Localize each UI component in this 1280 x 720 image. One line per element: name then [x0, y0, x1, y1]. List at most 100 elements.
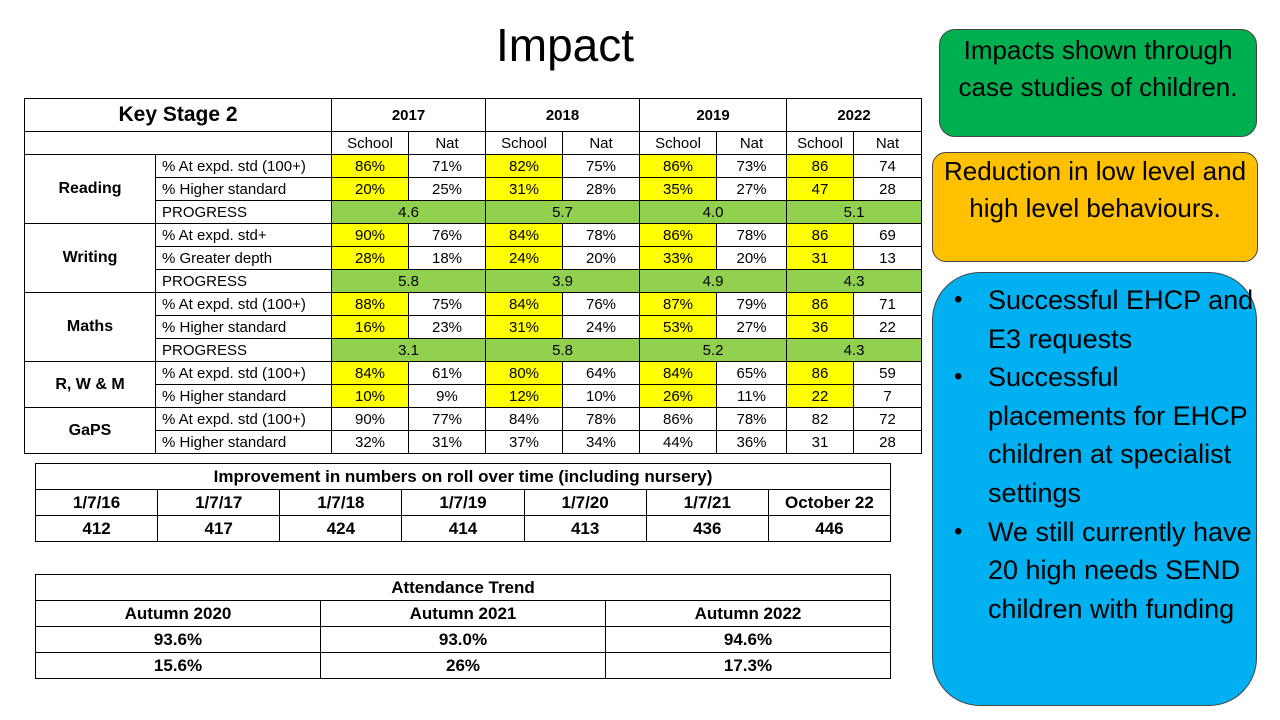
school-value: 86%: [639, 407, 717, 431]
school-value: 86%: [331, 154, 409, 178]
subject-name: GaPS: [24, 407, 156, 454]
nat-value: 71%: [408, 154, 486, 178]
measure-label: % At expd. std (100+): [155, 361, 332, 385]
bullet-text: We still currently have 20 high needs SE…: [988, 516, 1252, 624]
nat-header: Nat: [716, 131, 787, 155]
nat-value: 79%: [716, 292, 787, 316]
bullet-icon: •: [954, 363, 963, 391]
nat-value: 78%: [562, 407, 640, 431]
attendance-term: Autumn 2021: [320, 600, 606, 627]
school-value: 84%: [331, 361, 409, 385]
table-row: Writing% At expd. std+ 90% 76% 84% 78% 86% 78%…: [24, 223, 922, 293]
school-value: 86%: [639, 223, 717, 247]
roll-value: 412: [34, 515, 159, 542]
school-value: 84%: [485, 407, 563, 431]
nat-value: 18%: [408, 246, 486, 270]
school-value: 31: [786, 246, 854, 270]
school-value: 31: [786, 430, 854, 454]
school-value: 32%: [331, 430, 409, 454]
bullet-text: Successful EHCP and E3 requests: [988, 285, 1254, 354]
school-value: 90%: [331, 223, 409, 247]
school-value: 24%: [485, 246, 563, 270]
school-value: 87%: [639, 292, 717, 316]
nat-value: 20%: [562, 246, 640, 270]
measure-label: % Greater depth: [155, 246, 332, 270]
nat-value: 36%: [716, 430, 787, 454]
send-bullet-list: • Successful EHCP and E3 requests • Success…: [933, 281, 1256, 628]
progress-value: 5.8: [331, 269, 486, 293]
progress-value: 5.8: [485, 338, 640, 362]
attendance-value: 93.6%: [35, 626, 321, 653]
nat-header: Nat: [562, 131, 640, 155]
page-title: Impact: [495, 19, 635, 71]
roll-heading: Improvement in numbers on roll over time…: [35, 463, 891, 490]
progress-value: 5.1: [786, 200, 922, 224]
attendance-value: 94.6%: [605, 626, 891, 653]
bullet-icon: •: [954, 286, 963, 313]
nat-value: 11%: [716, 384, 787, 408]
progress-value: 4.6: [331, 200, 486, 224]
measure-label: % Higher standard: [155, 384, 332, 408]
attendance-term: Autumn 2022: [605, 600, 891, 627]
roll-dates-row: 1/7/16 1/7/17 1/7/18 1/7/19 1/7/20 1/7/21 Octo…: [34, 489, 892, 516]
progress-value: 4.3: [786, 338, 922, 362]
school-value: 31%: [485, 177, 563, 201]
subject-name: Maths: [24, 292, 156, 362]
table-row: % Greater depth 28% 18% 24% 20% 33% 20% 31 13: [25, 246, 922, 270]
school-value: 53%: [639, 315, 717, 339]
year-header: 2018: [485, 98, 640, 132]
attendance-value: 93.0%: [320, 626, 606, 653]
nat-value: 22: [853, 315, 922, 339]
nat-value: 61%: [408, 361, 486, 385]
attendance-table: Attendance Trend Autumn 2020 Autumn 2021 A…: [35, 574, 891, 679]
year-header: 2019: [639, 98, 787, 132]
nat-value: 24%: [562, 315, 640, 339]
behaviours-box: Reduction in low level and high level be…: [932, 152, 1258, 262]
nat-header: Nat: [408, 131, 486, 155]
nat-value: 69: [853, 223, 922, 247]
measure-label: % At expd. std+: [155, 223, 332, 247]
school-value: 86%: [639, 154, 717, 178]
school-header: School: [485, 131, 563, 155]
nat-value: 28: [853, 430, 922, 454]
nat-value: 28: [853, 177, 922, 201]
nat-value: 10%: [562, 384, 640, 408]
progress-row: PROGRESS 5.8 3.9 4.9 4.3: [25, 269, 922, 293]
school-value: 86: [786, 154, 854, 178]
nat-value: 77%: [408, 407, 486, 431]
roll-date: 1/7/16: [34, 489, 159, 516]
roll-date: October 22: [767, 489, 892, 516]
progress-value: 5.7: [485, 200, 640, 224]
roll-date: 1/7/21: [645, 489, 769, 516]
nat-value: 9%: [408, 384, 486, 408]
attendance-terms-row: Autumn 2020 Autumn 2021 Autumn 2022: [35, 600, 891, 627]
bullet-item: • Successful EHCP and E3 requests: [954, 281, 1256, 358]
school-value: 88%: [331, 292, 409, 316]
school-value: 36: [786, 315, 854, 339]
progress-value: 3.9: [485, 269, 640, 293]
school-value: 86: [786, 223, 854, 247]
subject-name: R, W & M: [24, 361, 156, 408]
school-value: 82: [786, 407, 854, 431]
nat-value: 75%: [408, 292, 486, 316]
roll-date: 1/7/19: [401, 489, 525, 516]
attendance-row: 93.6% 93.0% 94.6%: [35, 626, 891, 653]
school-value: 84%: [485, 223, 563, 247]
roll-date: 1/7/18: [279, 489, 403, 516]
measure-label: % Higher standard: [155, 430, 332, 454]
school-value: 26%: [639, 384, 717, 408]
nat-value: 25%: [408, 177, 486, 201]
table-row: GaPS% At expd. std (100+) 90% 77% 84% 78% 86%…: [24, 407, 922, 454]
school-value: 28%: [331, 246, 409, 270]
school-value: 84%: [485, 292, 563, 316]
nat-value: 20%: [716, 246, 787, 270]
nat-value: 27%: [716, 315, 787, 339]
table-row: % Higher standard 10% 9% 12% 10% 26% 11% 22 7: [25, 384, 922, 408]
progress-value: 3.1: [331, 338, 486, 362]
nat-value: 23%: [408, 315, 486, 339]
attendance-term: Autumn 2020: [35, 600, 321, 627]
progress-value: 5.2: [639, 338, 787, 362]
school-value: 80%: [485, 361, 563, 385]
year-header: 2022: [786, 98, 922, 132]
school-value: 22: [786, 384, 854, 408]
